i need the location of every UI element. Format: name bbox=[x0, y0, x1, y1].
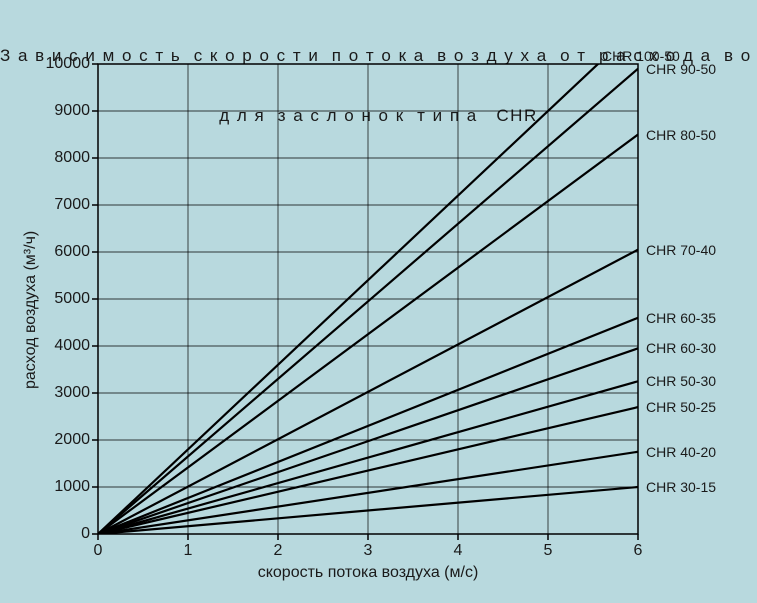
series-label: CHR 50-25 bbox=[646, 399, 716, 415]
y-tick-label: 3000 bbox=[26, 384, 90, 402]
chart-plot bbox=[0, 0, 757, 603]
y-tick-label: 4000 bbox=[26, 337, 90, 355]
y-tick-label: 6000 bbox=[26, 243, 90, 261]
series-label: CHR 60-35 bbox=[646, 310, 716, 326]
y-tick-label: 8000 bbox=[26, 149, 90, 167]
x-tick-label: 6 bbox=[618, 542, 658, 560]
y-tick-label: 2000 bbox=[26, 431, 90, 449]
x-tick-label: 1 bbox=[168, 542, 208, 560]
series-label: CHR 40-20 bbox=[646, 444, 716, 460]
x-tick-label: 0 bbox=[78, 542, 118, 560]
series-label: CHR 90-50 bbox=[646, 61, 716, 77]
series-label: CHR 50-30 bbox=[646, 373, 716, 389]
x-tick-label: 5 bbox=[528, 542, 568, 560]
y-tick-label: 7000 bbox=[26, 196, 90, 214]
y-tick-label: 10000 bbox=[26, 55, 90, 73]
series-label: CHR 30-15 bbox=[646, 479, 716, 495]
series-label: CHR 80-50 bbox=[646, 127, 716, 143]
x-tick-label: 3 bbox=[348, 542, 388, 560]
y-tick-label: 9000 bbox=[26, 102, 90, 120]
series-label: CHR 70-40 bbox=[646, 242, 716, 258]
x-tick-label: 2 bbox=[258, 542, 298, 560]
y-tick-label: 5000 bbox=[26, 290, 90, 308]
series-label: CHR 60-30 bbox=[646, 340, 716, 356]
x-tick-label: 4 bbox=[438, 542, 478, 560]
y-tick-label: 0 bbox=[26, 525, 90, 543]
y-tick-label: 1000 bbox=[26, 478, 90, 496]
